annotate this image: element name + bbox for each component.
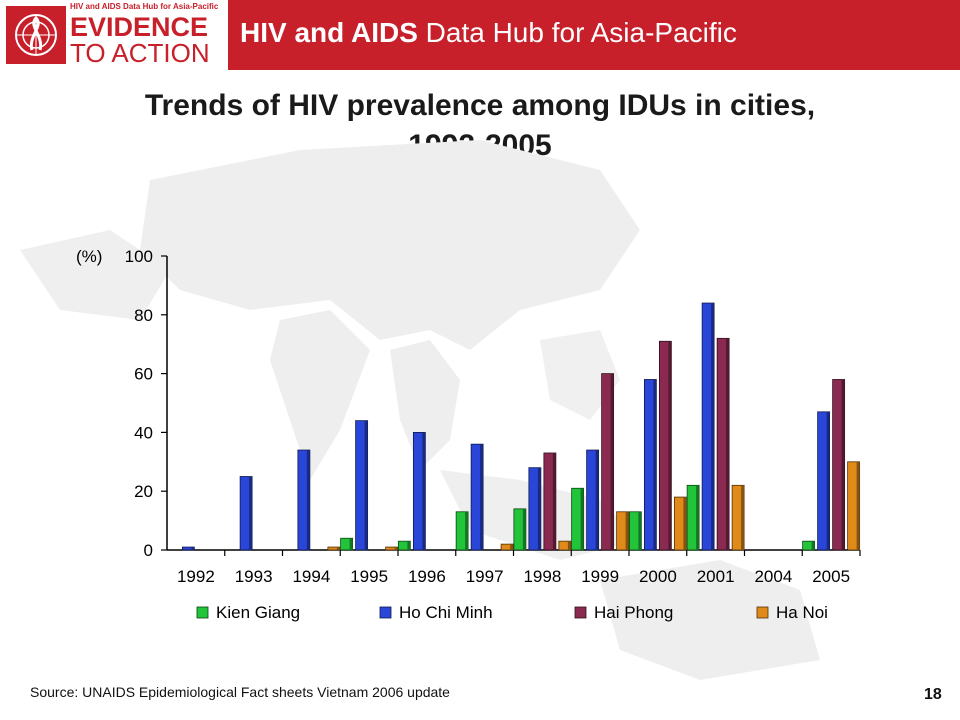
x-tick-label: 2001: [697, 567, 735, 586]
x-tick-label: 2004: [754, 567, 792, 586]
x-tick-label: 2005: [812, 567, 850, 586]
bar-shade: [826, 411, 830, 550]
bar-shade: [625, 511, 629, 550]
y-tick-label: 0: [144, 541, 153, 560]
bar-shade: [522, 508, 526, 550]
x-tick-label: 1994: [292, 567, 330, 586]
x-tick-label: 1993: [235, 567, 273, 586]
bar-shade: [841, 379, 845, 550]
x-tick-label: 2000: [639, 567, 677, 586]
hub-title-bold: HIV and AIDS: [240, 17, 418, 48]
bar-shade: [422, 432, 426, 550]
bar-shade: [741, 485, 745, 550]
bar-shade: [552, 452, 556, 550]
hub-title-rest: Data Hub for Asia-Pacific: [417, 17, 737, 48]
bar-shade: [306, 450, 310, 550]
bar-shade: [668, 341, 672, 550]
legend-label: Ha Noi: [776, 603, 828, 622]
x-tick-label: 1997: [466, 567, 504, 586]
y-tick-label: 40: [134, 423, 153, 442]
hub-title: HIV and AIDS Data Hub for Asia-Pacific: [240, 17, 737, 49]
page-number: 18: [924, 686, 942, 703]
legend-label: Kien Giang: [216, 603, 300, 622]
bar-shade: [711, 303, 715, 550]
bar-shade: [510, 544, 514, 550]
bar-shade: [856, 461, 860, 550]
bar-shade: [249, 476, 253, 550]
legend-label: Hai Phong: [594, 603, 673, 622]
bar-shade: [567, 541, 571, 550]
y-axis-label: (%): [76, 247, 102, 266]
bar-shade: [349, 538, 353, 550]
legend-swatch: [574, 606, 587, 619]
slide-title-line1: Trends of HIV prevalence among IDUs in c…: [144, 89, 816, 122]
bar-shade: [480, 444, 484, 550]
logo-line-to-action: TO ACTION: [70, 38, 210, 68]
header-bar: HIV and AIDS Data Hub for Asia-Pacific E…: [0, 0, 960, 70]
bar-shade: [537, 467, 541, 550]
x-tick-label: 1992: [177, 567, 215, 586]
bar-shade: [696, 485, 700, 550]
x-tick-label: 1999: [581, 567, 619, 586]
x-tick-label: 1996: [408, 567, 446, 586]
bar-shade: [638, 511, 642, 550]
bar-shade: [653, 379, 657, 550]
bar-shade: [580, 488, 584, 550]
bar-shade: [191, 547, 195, 550]
bar-shade: [465, 511, 469, 550]
bar-shade: [407, 541, 411, 550]
bar-shade: [610, 373, 614, 550]
x-tick-label: 1995: [350, 567, 388, 586]
un-emblem-icon: [6, 6, 66, 64]
legend-swatch: [196, 606, 209, 619]
bar-shade: [394, 547, 398, 550]
bar-shade: [364, 420, 368, 550]
y-tick-label: 60: [134, 365, 153, 384]
y-tick-label: 80: [134, 306, 153, 325]
x-tick-label: 1998: [523, 567, 561, 586]
bar-shade: [336, 547, 340, 550]
logo-line-evidence: EVIDENCE: [70, 12, 209, 42]
legend-label: Ho Chi Minh: [399, 603, 493, 622]
bar-shade: [595, 450, 599, 550]
bar-shade: [726, 338, 730, 550]
logo-small-text: HIV and AIDS Data Hub for Asia-Pacific: [70, 2, 219, 11]
y-tick-label: 20: [134, 482, 153, 501]
source-note: Source: UNAIDS Epidemiological Fact shee…: [30, 684, 450, 700]
bar-shade: [811, 541, 815, 550]
y-tick-label: 100: [125, 247, 153, 266]
evidence-to-action-logo[interactable]: HIV and AIDS Data Hub for Asia-Pacific E…: [0, 0, 228, 70]
legend-swatch: [379, 606, 392, 619]
legend-swatch: [756, 606, 769, 619]
bar-shade: [683, 497, 687, 550]
